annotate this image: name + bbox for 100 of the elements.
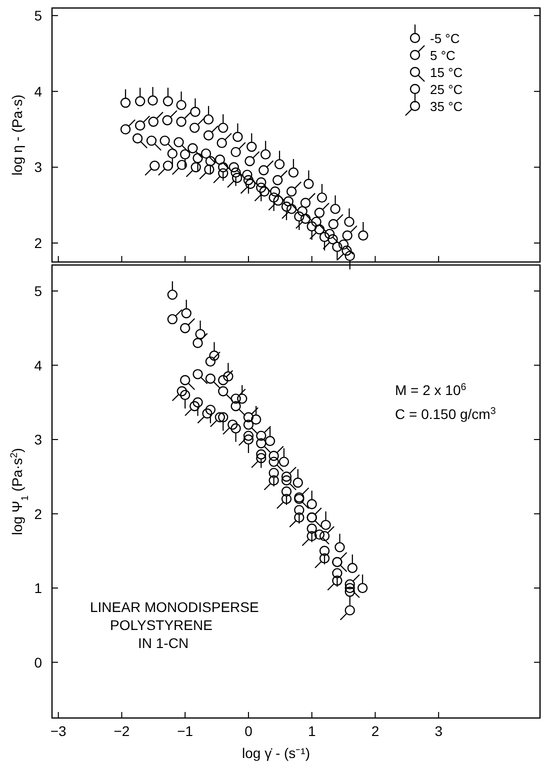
point	[132, 133, 143, 144]
legend-label: -5 °C	[430, 31, 460, 46]
point	[148, 95, 158, 106]
point	[218, 412, 228, 422]
point	[300, 214, 311, 224]
point	[230, 401, 241, 412]
point	[306, 499, 317, 510]
point	[319, 546, 330, 556]
point	[203, 114, 214, 125]
point	[320, 520, 331, 530]
point	[181, 308, 192, 318]
point	[230, 167, 241, 178]
point	[192, 153, 203, 164]
point	[167, 314, 178, 324]
point	[306, 221, 317, 232]
point	[218, 386, 228, 396]
point	[176, 100, 186, 110]
point	[218, 375, 228, 386]
y-tick-label: 5	[34, 8, 42, 24]
x-axis-title: log γ̇ - (s⁻¹)	[242, 745, 310, 761]
point	[294, 211, 304, 222]
annotation: C = 0.150 g/cm$^{3}$	[395, 406, 496, 422]
x-tick-label: 1	[308, 723, 316, 739]
point	[200, 148, 212, 159]
point	[342, 246, 352, 256]
point	[332, 568, 342, 578]
legend-label: 15 °C	[430, 65, 463, 80]
y-tick-label: 5	[34, 282, 42, 299]
point	[162, 160, 174, 171]
point	[232, 132, 243, 142]
point	[180, 390, 190, 400]
y-axis-title: log η - (Pa·s)	[9, 94, 25, 176]
point	[342, 230, 352, 241]
point	[148, 116, 159, 127]
point	[319, 232, 330, 242]
point	[294, 504, 304, 516]
point	[334, 542, 345, 552]
point	[223, 371, 234, 382]
point	[281, 202, 292, 212]
point	[203, 130, 214, 140]
point	[120, 98, 131, 108]
point	[294, 512, 304, 523]
point	[214, 154, 226, 165]
point	[344, 216, 354, 227]
point	[273, 195, 284, 206]
point	[332, 242, 342, 252]
point	[192, 369, 203, 380]
point	[278, 456, 290, 467]
annotation: LINEAR MONODISPERSE	[90, 599, 259, 615]
point	[189, 122, 200, 133]
point	[190, 106, 200, 117]
point	[243, 175, 254, 186]
point	[292, 477, 303, 488]
point	[244, 156, 255, 166]
y-tick-label: 3	[34, 432, 42, 448]
point	[314, 224, 325, 234]
point	[180, 323, 190, 334]
point	[120, 124, 131, 134]
point	[286, 186, 297, 197]
point	[167, 290, 178, 300]
point	[344, 579, 355, 590]
point	[214, 412, 226, 422]
point	[264, 436, 276, 446]
point	[146, 136, 157, 146]
point	[260, 149, 271, 160]
point	[256, 438, 266, 448]
point	[316, 192, 328, 203]
point	[245, 178, 256, 190]
annotation: IN 1-CN	[138, 635, 189, 651]
point	[192, 397, 203, 408]
point	[358, 230, 368, 241]
y-tick-label: 4	[34, 83, 42, 100]
point	[344, 582, 355, 594]
x-tick-label: 3	[434, 723, 443, 739]
point	[268, 456, 279, 467]
point	[306, 530, 317, 542]
point	[167, 148, 178, 159]
point	[286, 204, 297, 214]
point	[230, 423, 241, 434]
point	[237, 394, 248, 404]
x-tick-label: −2	[114, 723, 130, 739]
point	[218, 162, 228, 172]
point	[256, 449, 266, 460]
point	[162, 96, 174, 106]
point	[283, 196, 294, 206]
point	[176, 116, 186, 127]
point	[242, 170, 252, 180]
point	[306, 524, 317, 534]
point	[270, 186, 280, 197]
point	[281, 472, 292, 482]
y-tick-label: 3	[34, 159, 42, 176]
annotation: M = 2 x 10$^{6}$	[395, 382, 467, 398]
point	[332, 576, 342, 586]
point	[319, 530, 330, 542]
point	[218, 122, 228, 133]
legend-label: 5 °C	[430, 48, 456, 63]
point	[281, 494, 292, 504]
point	[314, 529, 325, 540]
y-tick-label: 4	[34, 357, 42, 374]
point	[243, 420, 254, 430]
